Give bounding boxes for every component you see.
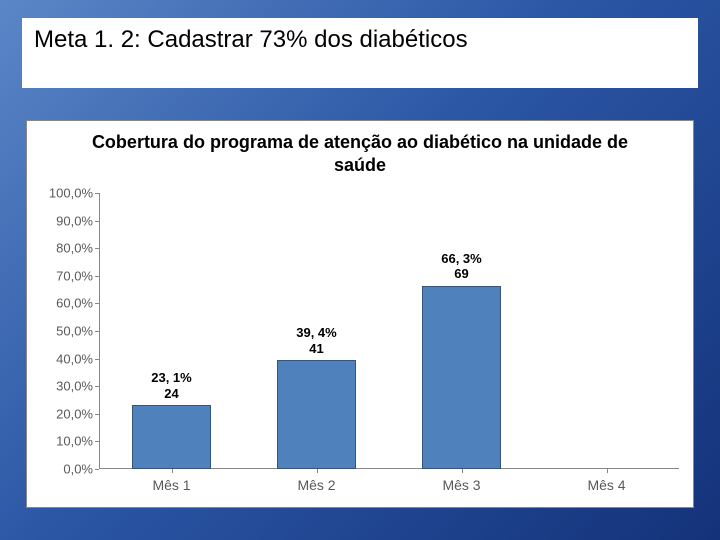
y-axis-tick — [95, 414, 99, 415]
y-axis-tick — [95, 248, 99, 249]
y-axis-tick — [95, 221, 99, 222]
y-axis-label: 70,0% — [56, 268, 99, 283]
chart-container: Cobertura do programa de atenção ao diab… — [26, 120, 694, 508]
bar — [422, 286, 502, 469]
bar — [277, 360, 357, 469]
slide-title-box: Meta 1. 2: Cadastrar 73% dos diabéticos — [22, 18, 698, 88]
y-axis-label: 40,0% — [56, 351, 99, 366]
y-axis-label: 50,0% — [56, 324, 99, 339]
y-axis-label: 90,0% — [56, 213, 99, 228]
y-axis-label: 10,0% — [56, 434, 99, 449]
x-axis-label: Mês 3 — [442, 469, 480, 493]
y-axis-line — [99, 193, 100, 469]
y-axis-tick — [95, 386, 99, 387]
y-axis-tick — [95, 276, 99, 277]
y-axis-tick — [95, 441, 99, 442]
y-axis-label: 60,0% — [56, 296, 99, 311]
y-axis-label: 0,0% — [63, 462, 99, 477]
y-axis-tick — [95, 469, 99, 470]
bar-data-label: 23, 1%24 — [112, 370, 232, 401]
y-axis-label: 80,0% — [56, 241, 99, 256]
slide-title: Meta 1. 2: Cadastrar 73% dos diabéticos — [34, 26, 468, 54]
y-axis-tick — [95, 359, 99, 360]
y-axis-label: 30,0% — [56, 379, 99, 394]
chart-plot-area: 0,0%10,0%20,0%30,0%40,0%50,0%60,0%70,0%8… — [99, 193, 679, 469]
y-axis-tick — [95, 303, 99, 304]
bar — [132, 405, 212, 469]
slide: Meta 1. 2: Cadastrar 73% dos diabéticos … — [0, 0, 720, 540]
y-axis-tick — [95, 193, 99, 194]
x-axis-label: Mês 2 — [297, 469, 335, 493]
y-axis-tick — [95, 331, 99, 332]
y-axis-label: 100,0% — [49, 186, 99, 201]
x-axis-label: Mês 4 — [587, 469, 625, 493]
chart-title: Cobertura do programa de atenção ao diab… — [27, 121, 693, 180]
bar-data-label: 39, 4%41 — [257, 325, 377, 356]
bar-data-label: 66, 3%69 — [402, 251, 522, 282]
x-axis-label: Mês 1 — [152, 469, 190, 493]
y-axis-label: 20,0% — [56, 406, 99, 421]
